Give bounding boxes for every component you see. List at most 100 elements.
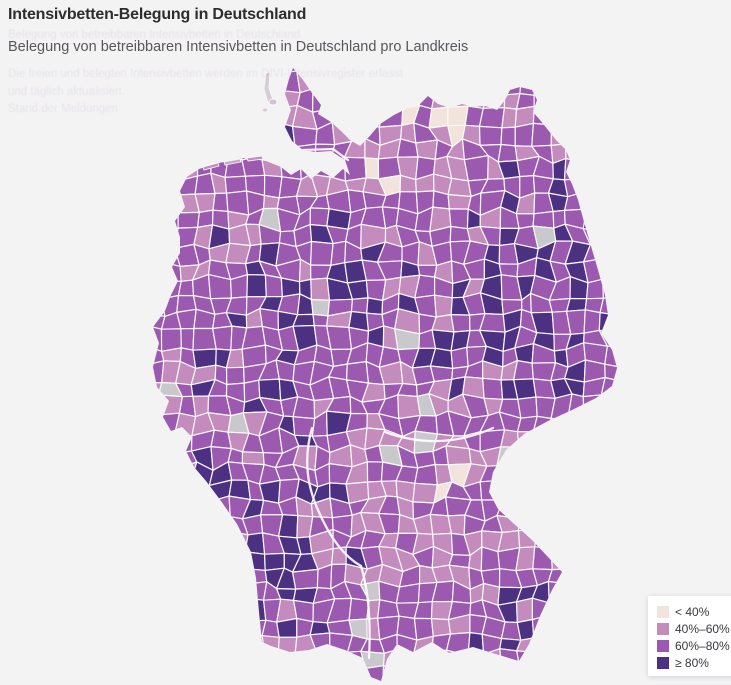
- district[interactable]: [207, 648, 228, 671]
- district[interactable]: [615, 512, 640, 539]
- district[interactable]: [581, 546, 602, 572]
- district[interactable]: [603, 581, 622, 599]
- district[interactable]: [587, 121, 607, 148]
- district[interactable]: [193, 616, 213, 641]
- district[interactable]: [482, 669, 503, 685]
- district[interactable]: [176, 90, 195, 108]
- district[interactable]: [533, 94, 554, 108]
- district[interactable]: [144, 206, 163, 230]
- district[interactable]: [156, 529, 182, 556]
- district[interactable]: [462, 667, 485, 685]
- district[interactable]: [329, 651, 349, 674]
- district[interactable]: [147, 174, 165, 196]
- district[interactable]: [310, 240, 334, 266]
- district[interactable]: [482, 94, 506, 109]
- district[interactable]: [447, 194, 472, 210]
- district[interactable]: [378, 89, 404, 110]
- district[interactable]: [344, 667, 366, 685]
- district[interactable]: [162, 655, 182, 670]
- district[interactable]: [531, 614, 556, 639]
- district[interactable]: [262, 121, 282, 147]
- district[interactable]: [621, 292, 641, 316]
- district[interactable]: [482, 377, 504, 400]
- district[interactable]: [177, 582, 196, 602]
- district[interactable]: [598, 667, 624, 685]
- district[interactable]: [224, 648, 250, 673]
- district[interactable]: [348, 105, 366, 127]
- district[interactable]: [207, 531, 233, 554]
- district[interactable]: [144, 562, 165, 586]
- district[interactable]: [377, 599, 400, 619]
- district[interactable]: [564, 512, 589, 539]
- district[interactable]: [244, 551, 266, 572]
- district[interactable]: [224, 121, 249, 147]
- district[interactable]: [598, 546, 625, 572]
- district[interactable]: [564, 418, 588, 436]
- district[interactable]: [210, 616, 233, 641]
- district[interactable]: [531, 597, 552, 621]
- district[interactable]: [602, 275, 622, 299]
- district[interactable]: [446, 649, 469, 669]
- district[interactable]: [598, 651, 618, 671]
- district[interactable]: [412, 650, 433, 674]
- district[interactable]: [598, 121, 623, 148]
- district[interactable]: [224, 531, 249, 554]
- district[interactable]: [277, 636, 298, 656]
- district[interactable]: [585, 583, 606, 605]
- district[interactable]: [598, 258, 617, 280]
- district[interactable]: [156, 412, 181, 436]
- district[interactable]: [209, 105, 234, 126]
- district[interactable]: [180, 327, 195, 351]
- district[interactable]: [619, 499, 640, 518]
- district[interactable]: [550, 124, 569, 146]
- district[interactable]: [600, 499, 621, 522]
- district[interactable]: [276, 617, 298, 638]
- district[interactable]: [142, 631, 164, 658]
- district[interactable]: [620, 367, 641, 382]
- district[interactable]: [618, 212, 634, 231]
- district[interactable]: [140, 277, 163, 300]
- district[interactable]: [616, 103, 636, 128]
- district[interactable]: [429, 649, 451, 668]
- district[interactable]: [622, 379, 641, 397]
- district[interactable]: [549, 501, 572, 519]
- district[interactable]: [433, 71, 452, 97]
- district[interactable]: [244, 651, 266, 673]
- district[interactable]: [241, 635, 266, 654]
- district[interactable]: [190, 86, 217, 108]
- district[interactable]: [140, 601, 166, 621]
- district[interactable]: [160, 120, 182, 143]
- district[interactable]: [162, 446, 179, 470]
- district[interactable]: [175, 496, 195, 523]
- district[interactable]: [618, 582, 639, 604]
- district[interactable]: [294, 652, 320, 668]
- district[interactable]: [431, 89, 452, 110]
- district[interactable]: [260, 155, 283, 178]
- district[interactable]: [564, 104, 591, 129]
- district[interactable]: [600, 230, 622, 244]
- district[interactable]: [582, 394, 603, 420]
- district[interactable]: [312, 88, 330, 113]
- district[interactable]: [192, 582, 211, 606]
- district[interactable]: [330, 240, 347, 266]
- district[interactable]: [327, 89, 353, 111]
- district[interactable]: [515, 597, 534, 624]
- district[interactable]: [447, 89, 469, 108]
- district[interactable]: [228, 617, 251, 642]
- district[interactable]: [603, 512, 619, 539]
- district[interactable]: [140, 260, 162, 282]
- district[interactable]: [616, 162, 641, 182]
- district[interactable]: [585, 512, 608, 532]
- district[interactable]: [583, 177, 606, 193]
- district[interactable]: [211, 86, 234, 113]
- district[interactable]: [156, 104, 183, 123]
- district[interactable]: [615, 546, 635, 572]
- district[interactable]: [434, 294, 453, 318]
- district[interactable]: [177, 279, 195, 297]
- district[interactable]: [429, 665, 452, 685]
- district[interactable]: [225, 366, 245, 386]
- district[interactable]: [478, 107, 505, 129]
- district[interactable]: [141, 394, 160, 420]
- district[interactable]: [600, 480, 622, 503]
- district[interactable]: [583, 449, 607, 467]
